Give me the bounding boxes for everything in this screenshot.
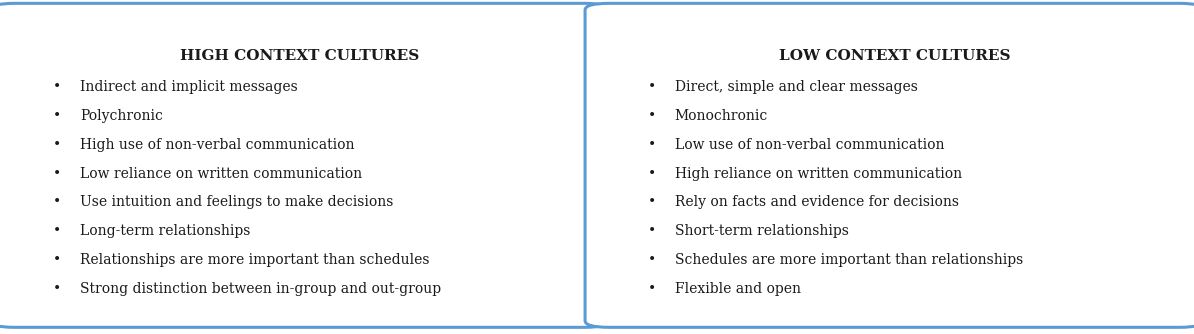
Text: •: • xyxy=(647,167,656,181)
Text: Direct, simple and clear messages: Direct, simple and clear messages xyxy=(675,80,917,94)
Text: Long-term relationships: Long-term relationships xyxy=(80,224,251,238)
Text: Use intuition and feelings to make decisions: Use intuition and feelings to make decis… xyxy=(80,195,393,209)
Text: •: • xyxy=(647,109,656,123)
Text: •: • xyxy=(647,80,656,94)
FancyBboxPatch shape xyxy=(585,3,1194,327)
Text: Relationships are more important than schedules: Relationships are more important than sc… xyxy=(80,253,430,267)
Text: •: • xyxy=(53,138,61,152)
Text: Monochronic: Monochronic xyxy=(675,109,768,123)
Text: •: • xyxy=(647,282,656,296)
Text: Rely on facts and evidence for decisions: Rely on facts and evidence for decisions xyxy=(675,195,959,209)
Text: Indirect and implicit messages: Indirect and implicit messages xyxy=(80,80,297,94)
Text: •: • xyxy=(53,109,61,123)
Text: Polychronic: Polychronic xyxy=(80,109,162,123)
Text: •: • xyxy=(53,282,61,296)
Text: HIGH CONTEXT CULTURES: HIGH CONTEXT CULTURES xyxy=(180,49,419,63)
Text: •: • xyxy=(53,253,61,267)
Text: •: • xyxy=(53,80,61,94)
Text: Schedules are more important than relationships: Schedules are more important than relati… xyxy=(675,253,1023,267)
Text: •: • xyxy=(647,253,656,267)
Text: LOW CONTEXT CULTURES: LOW CONTEXT CULTURES xyxy=(778,49,1010,63)
Text: •: • xyxy=(647,195,656,209)
Text: High reliance on written communication: High reliance on written communication xyxy=(675,167,961,181)
Text: High use of non-verbal communication: High use of non-verbal communication xyxy=(80,138,355,152)
Text: •: • xyxy=(53,224,61,238)
Text: Flexible and open: Flexible and open xyxy=(675,282,800,296)
Text: •: • xyxy=(647,224,656,238)
Text: Low use of non-verbal communication: Low use of non-verbal communication xyxy=(675,138,944,152)
Text: •: • xyxy=(647,138,656,152)
Text: Short-term relationships: Short-term relationships xyxy=(675,224,849,238)
Text: Low reliance on written communication: Low reliance on written communication xyxy=(80,167,362,181)
FancyBboxPatch shape xyxy=(0,3,609,327)
Text: •: • xyxy=(53,195,61,209)
Text: Strong distinction between in-group and out-group: Strong distinction between in-group and … xyxy=(80,282,441,296)
Text: •: • xyxy=(53,167,61,181)
